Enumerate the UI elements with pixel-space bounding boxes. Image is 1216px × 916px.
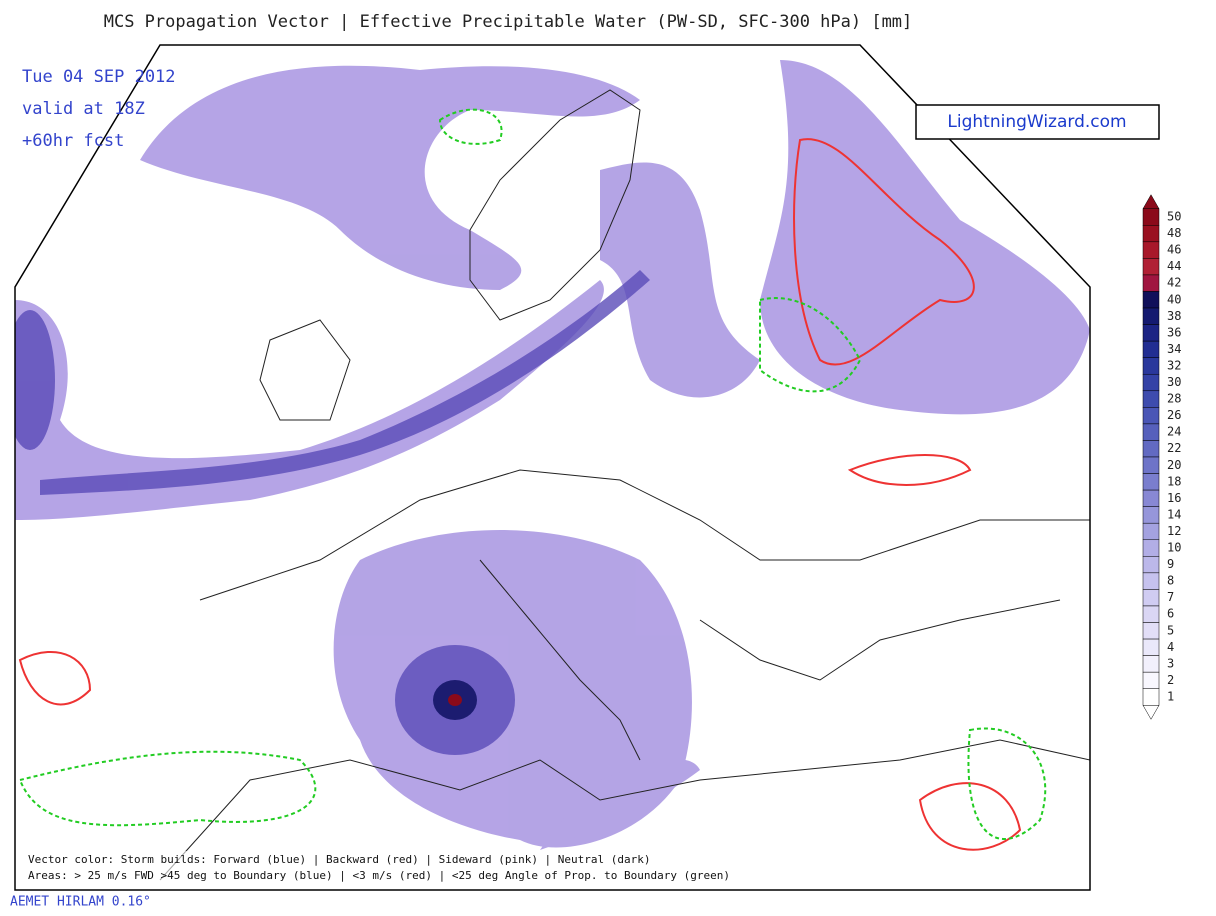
colorbar-label: 48 (1167, 226, 1181, 240)
colorbar-swatch (1142, 572, 1160, 590)
valid-time: valid at 18Z (22, 99, 145, 119)
colorbar-label: 12 (1167, 524, 1181, 538)
colorbar-label: 50 (1167, 210, 1181, 224)
legend-bg (22, 851, 632, 883)
colorbar-swatch (1142, 655, 1160, 673)
colorbar-label: 8 (1167, 574, 1174, 588)
date: Tue 04 SEP 2012 (22, 67, 176, 87)
colorbar-swatch (1142, 440, 1160, 458)
colorbar-swatch (1142, 473, 1160, 491)
colorbar-swatch (1142, 357, 1160, 375)
colorbar-label: 28 (1167, 392, 1181, 406)
colorbar-swatch (1142, 340, 1160, 358)
colorbar-label: 4 (1167, 640, 1174, 654)
colorbar-label: 6 (1167, 607, 1174, 621)
colorbar-label: 16 (1167, 491, 1181, 505)
colorbar-label: 10 (1167, 541, 1181, 555)
colorbar-swatch (1142, 605, 1160, 623)
colorbar-label: 9 (1167, 557, 1174, 571)
source: AEMET HIRLAM 0.16° (10, 895, 151, 910)
colorbar-swatch (1142, 539, 1160, 557)
colorbar-label: 7 (1167, 590, 1174, 604)
colorbar-cap (1142, 194, 1160, 209)
colorbar-swatch (1142, 489, 1160, 507)
colorbar-swatch (1142, 291, 1160, 309)
colorbar-label: 18 (1167, 474, 1181, 488)
colorbar-label: 36 (1167, 325, 1181, 339)
colorbar: 5048464442403836343230282624222018161412… (1142, 194, 1181, 720)
colorbar-label: 30 (1167, 375, 1181, 389)
colorbar-swatch (1142, 638, 1160, 656)
colorbar-swatch (1142, 423, 1160, 441)
colorbar-label: 14 (1167, 507, 1181, 521)
colorbar-label: 3 (1167, 656, 1174, 670)
colorbar-swatch (1142, 307, 1160, 325)
colorbar-label: 46 (1167, 243, 1181, 257)
legend-line: Areas: > 25 m/s FWD >45 deg to Boundary … (28, 869, 730, 882)
colorbar-label: 34 (1167, 342, 1181, 356)
forecast-hour: +60hr fcst (22, 131, 124, 151)
colorbar-swatch (1142, 258, 1160, 276)
colorbar-label: 26 (1167, 408, 1181, 422)
colorbar-label: 44 (1167, 259, 1181, 273)
colorbar-swatch (1142, 622, 1160, 640)
colorbar-swatch (1142, 456, 1160, 474)
colorbar-cap (1142, 705, 1160, 720)
colorbar-swatch (1142, 522, 1160, 541)
title: MCS Propagation Vector | Effective Preci… (104, 12, 913, 32)
colorbar-swatch (1142, 390, 1160, 408)
colorbar-swatch (1142, 589, 1160, 607)
colorbar-label: 42 (1167, 276, 1181, 290)
colorbar-swatch (1142, 274, 1160, 292)
colorbar-label: 24 (1167, 425, 1181, 439)
colorbar-label: 38 (1167, 309, 1181, 323)
colorbar-label: 1 (1167, 690, 1174, 704)
colorbar-swatch (1142, 407, 1160, 425)
colorbar-swatch (1142, 225, 1160, 243)
colorbar-swatch (1142, 241, 1160, 259)
colorbar-label: 5 (1167, 623, 1174, 637)
map-frame (14, 44, 1091, 891)
colorbar-swatch (1142, 506, 1160, 524)
colorbar-label: 2 (1167, 673, 1174, 687)
legend-line: Vector color: Storm builds: Forward (blu… (28, 853, 651, 866)
colorbar-swatch (1142, 688, 1160, 706)
colorbar-swatch (1142, 556, 1160, 574)
colorbar-swatch (1142, 324, 1160, 342)
colorbar-label: 22 (1167, 441, 1181, 455)
colorbar-label: 32 (1167, 358, 1181, 372)
logo: LightningWizard.com (947, 112, 1126, 132)
colorbar-swatch (1142, 671, 1160, 689)
colorbar-swatch (1142, 373, 1160, 392)
colorbar-swatch (1142, 208, 1160, 226)
logo-box (915, 104, 1160, 140)
colorbar-label: 20 (1167, 458, 1181, 472)
colorbar-label: 40 (1167, 292, 1181, 306)
